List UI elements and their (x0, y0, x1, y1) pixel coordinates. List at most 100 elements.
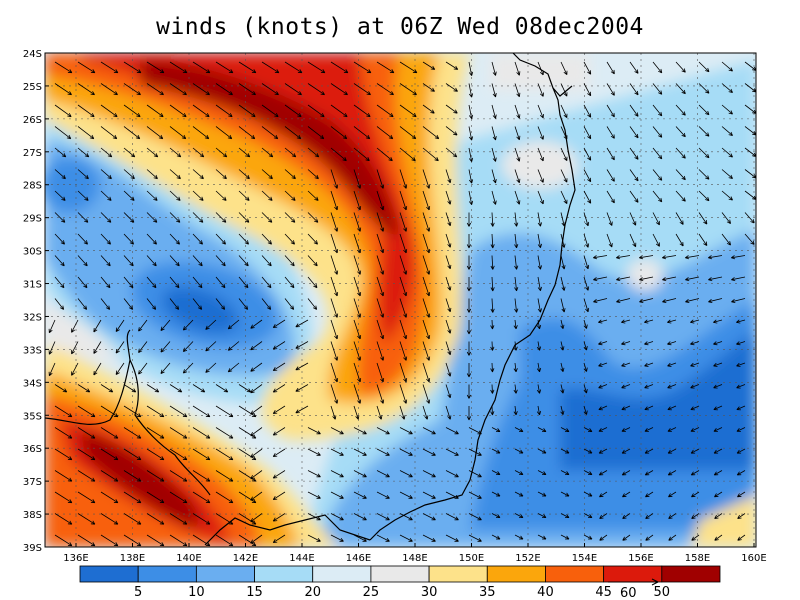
wind-vector (422, 61, 436, 70)
wind-vector (714, 534, 723, 541)
wind-vector (491, 534, 501, 540)
wind-vector (667, 341, 677, 346)
wind-vector (422, 470, 436, 478)
wind-vector (54, 448, 73, 461)
coastline-east (369, 53, 576, 541)
wind-vector (169, 470, 188, 482)
wind-vector (330, 61, 349, 74)
wind-vector (593, 276, 608, 282)
wind-vector (639, 276, 654, 282)
wind-vector (445, 126, 458, 136)
wind-vector (100, 190, 112, 201)
latitude-label: 37S (23, 477, 42, 488)
wind-vector (54, 491, 73, 504)
wind-vector (675, 233, 684, 247)
wind-vector (330, 513, 344, 521)
wind-vector (376, 448, 390, 456)
wind-vector (737, 534, 746, 541)
wind-vector (169, 534, 188, 547)
wind-vector (272, 513, 286, 522)
wind-vector (238, 147, 251, 158)
wind-vector (100, 169, 112, 180)
wind-vector (514, 276, 519, 292)
wind-vector (698, 212, 708, 225)
wind-vector (445, 319, 452, 334)
wind-vector (714, 513, 723, 519)
wind-vector (169, 104, 187, 118)
wind-vector (466, 298, 472, 313)
wind-vector (537, 513, 547, 518)
wind-vector (737, 491, 746, 498)
wind-vector (468, 126, 474, 141)
wind-vector (714, 491, 723, 498)
wind-vector (100, 212, 112, 223)
wind-vector (261, 126, 279, 140)
wind-vector (215, 298, 226, 310)
wind-vector (513, 405, 518, 416)
wind-vector (353, 255, 362, 275)
wind-vector (537, 169, 544, 183)
wind-vector (295, 405, 309, 414)
wind-vector (537, 83, 544, 97)
wind-vector (238, 212, 250, 223)
wind-vector (330, 212, 339, 232)
region-orange-corner-se (690, 495, 756, 547)
wind-vector (675, 61, 686, 73)
wind-vector (215, 470, 234, 482)
wind-vector (192, 405, 211, 418)
wind-vector (169, 427, 188, 439)
wind-vector (445, 362, 452, 377)
wind-vector (629, 233, 637, 248)
reference-vector-label: 60 (620, 586, 637, 600)
wind-vector (77, 61, 96, 74)
wind-vector (93, 341, 102, 354)
legend-label: 30 (421, 585, 438, 600)
wind-vector (445, 233, 452, 248)
wind-vector (376, 405, 383, 420)
wind-vector (422, 319, 431, 340)
wind-vector (606, 233, 613, 248)
wind-vector (731, 276, 746, 282)
wind-vector (675, 169, 686, 181)
wind-vector (445, 513, 459, 521)
wind-vector (606, 190, 615, 204)
wind-vector (330, 341, 339, 361)
wind-vector (598, 405, 608, 411)
wind-vector (667, 384, 677, 389)
wind-vector (721, 233, 731, 246)
wind-vector (169, 405, 188, 418)
wind-vector (295, 384, 309, 392)
wind-vector (307, 298, 318, 310)
wind-vector (560, 341, 565, 351)
wind-vector (215, 147, 228, 158)
latitude-label: 28S (23, 181, 42, 192)
wind-vector (376, 126, 394, 140)
wind-vector (160, 319, 171, 331)
wind-vector (560, 384, 565, 394)
wind-vector (491, 513, 501, 518)
wind-vector (169, 298, 180, 310)
wind-vector (468, 190, 474, 205)
wind-vector (272, 470, 286, 479)
wind-vector (169, 126, 187, 140)
longitude-label: 160E (741, 553, 766, 564)
wind-vector (490, 233, 495, 249)
wind-vector (514, 212, 519, 227)
legend-swatch (661, 565, 721, 583)
wind-vector (330, 362, 339, 383)
wind-vector (54, 470, 73, 482)
wind-vector (261, 147, 274, 158)
wind-vector (536, 405, 542, 416)
wind-vector (54, 83, 72, 96)
wind-vector (490, 255, 495, 270)
wind-vector (560, 190, 568, 205)
wind-vector (422, 427, 436, 435)
wind-vector (537, 104, 544, 119)
wind-vector (93, 319, 102, 333)
wind-vector (100, 276, 111, 289)
wind-vector (514, 83, 521, 98)
longitude-label: 146E (346, 553, 371, 564)
wind-vector (399, 534, 413, 542)
wind-vector (514, 61, 521, 76)
wind-vector (146, 233, 157, 245)
